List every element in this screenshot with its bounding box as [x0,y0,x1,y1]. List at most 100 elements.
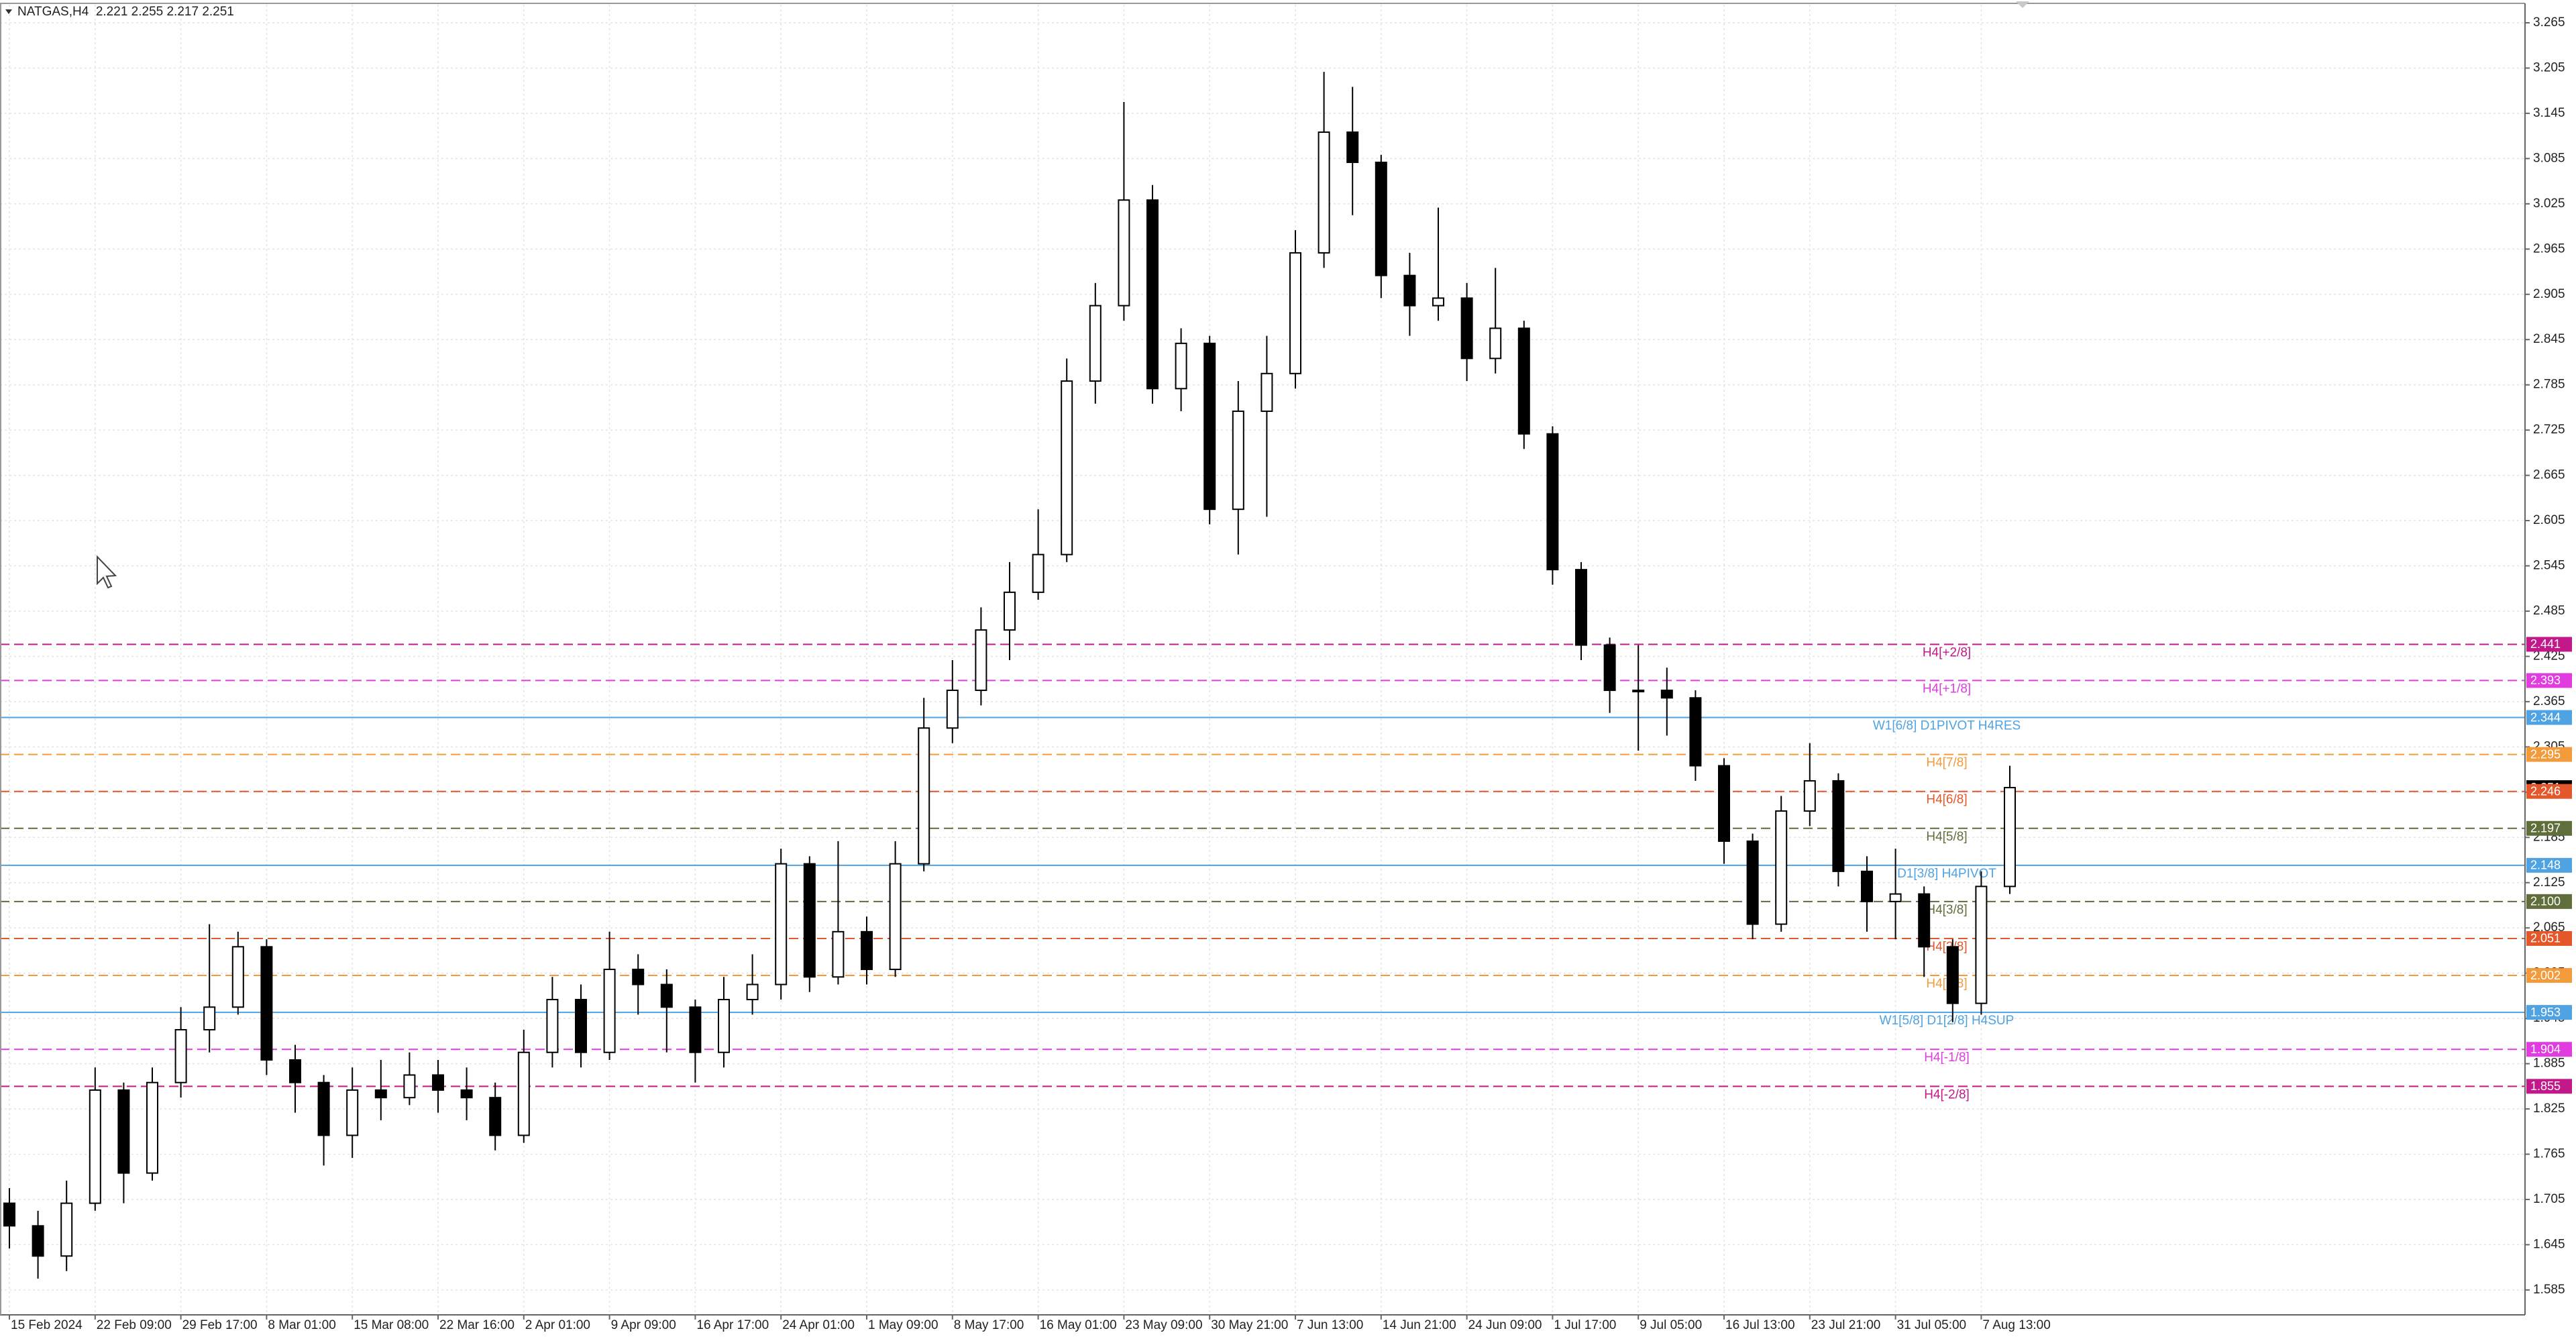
x-tick-label: 16 Apr 17:00 [696,1318,769,1332]
x-tick-label: 22 Feb 09:00 [97,1318,172,1332]
x-tick-label: 24 Apr 01:00 [782,1318,855,1332]
level-label: D1[3/8] H4PIVOT [1897,867,1996,881]
mouse-cursor [97,555,117,589]
x-tick-label: 16 Jul 13:00 [1725,1318,1795,1332]
price-box [2526,784,2572,799]
x-tick-label: 1 Jul 17:00 [1554,1318,1616,1332]
candle-body [546,999,559,1053]
x-tick-label: 7 Jun 13:00 [1297,1318,1363,1332]
candle-body [1432,297,1444,307]
price-box-label: 2.100 [2530,895,2561,908]
y-tick-label: 2.845 [2533,332,2565,346]
candle-body [203,1006,216,1030]
level-label: H4[5/8] [1926,830,1967,844]
candle-body [60,1202,73,1257]
x-tick-label: 23 Jul 21:00 [1811,1318,1881,1332]
candle-body [1203,342,1216,511]
price-box [2526,1005,2572,1020]
y-tick-label: 3.025 [2533,197,2565,211]
price-box [2526,968,2572,983]
candle-body [1175,342,1187,390]
price-box-label: 2.051 [2530,932,2561,945]
candle-body [1889,893,1902,902]
price-box [2526,710,2572,725]
price-box [2526,930,2572,946]
candle-body [603,969,616,1053]
level-label: H4[6/8] [1926,793,1967,807]
level-label: H4[+1/8] [1923,682,1971,696]
candle-body [1660,690,1673,699]
candle-body [1575,569,1587,646]
price-box [2526,747,2572,762]
candle-body [1375,161,1387,276]
candle-body [432,1074,444,1091]
price-box-label: 2.295 [2530,747,2561,761]
y-tick-label: 3.205 [2533,60,2565,74]
x-tick-label: 9 Jul 05:00 [1640,1318,1702,1332]
y-tick-label: 1.765 [2533,1147,2565,1161]
candle-body [1318,131,1330,254]
candle-body [1260,372,1273,413]
axes: 1.5851.6451.7051.7651.8251.8851.9452.005… [0,3,2572,1332]
level-label: H4[-1/8] [1924,1051,1970,1065]
price-box-label: 2.246 [2530,784,2561,798]
y-tick-label: 2.605 [2533,513,2565,527]
x-tick-label: 30 May 21:00 [1211,1318,1288,1332]
candle-body [1918,893,1931,948]
symbol-header: NATGAS,H4 2.221 2.255 2.217 2.251 [17,5,234,19]
candle-body [1603,644,1616,692]
candle-body [575,999,587,1053]
candle-body [1289,252,1301,374]
y-tick-label: 3.145 [2533,106,2565,120]
x-tick-label: 16 May 01:00 [1040,1318,1117,1332]
x-tick-label: 15 Mar 08:00 [354,1318,429,1332]
x-tick-label: 29 Feb 17:00 [182,1318,258,1332]
price-box-label: 2.197 [2530,822,2561,835]
y-tick-label: 2.965 [2533,242,2565,256]
candle-body [32,1225,44,1257]
candle-body [1403,274,1416,307]
y-tick-label: 2.905 [2533,287,2565,301]
candle-body [1489,327,1502,360]
price-box-label: 2.441 [2530,637,2561,651]
grid [0,5,2525,1315]
candle-body [832,930,845,978]
x-tick-label: 8 May 17:00 [954,1318,1024,1332]
candle-body [489,1097,502,1136]
candle-body [1946,946,1959,1004]
candle-body [975,629,987,692]
symbol-menu-arrow[interactable] [5,9,12,14]
candle-body [1032,553,1044,593]
x-tick-label: 31 Jul 05:00 [1897,1318,1967,1332]
candle-body [289,1059,301,1083]
candle-body [346,1089,359,1136]
candle-body [1803,780,1816,812]
candle-body [1689,697,1702,767]
candle-body [1517,327,1530,435]
price-box [2526,1079,2572,1094]
candle-body [718,999,730,1053]
candle-body [632,969,645,985]
candle-body [889,863,902,971]
candle-body [317,1081,330,1136]
candle-body [460,1089,473,1099]
y-tick-label: 2.365 [2533,694,2565,708]
x-tick-label: 2 Apr 01:00 [525,1318,590,1332]
levels: H4[+2/8] H4[+1/8] W1[6/8] D1PIVOT H4RES H4[… [0,643,2525,1102]
price-box [2526,820,2572,836]
x-tick-label: 23 May 09:00 [1125,1318,1202,1332]
price-box [2526,894,2572,909]
candle-body [174,1028,187,1083]
price-box-label: 1.953 [2530,1006,2561,1019]
x-tick-label: 24 Jun 09:00 [1468,1318,1542,1332]
candle-body [1632,690,1645,693]
x-tick-label: 9 Apr 09:00 [611,1318,676,1332]
x-tick-label: 22 Mar 16:00 [439,1318,515,1332]
level-label: H4[7/8] [1926,756,1967,770]
y-tick-label: 2.425 [2533,649,2565,663]
candle-body [1089,305,1102,382]
candle-body [1346,131,1359,163]
y-tick-label: 3.265 [2533,15,2565,30]
y-tick-label: 3.085 [2533,151,2565,165]
